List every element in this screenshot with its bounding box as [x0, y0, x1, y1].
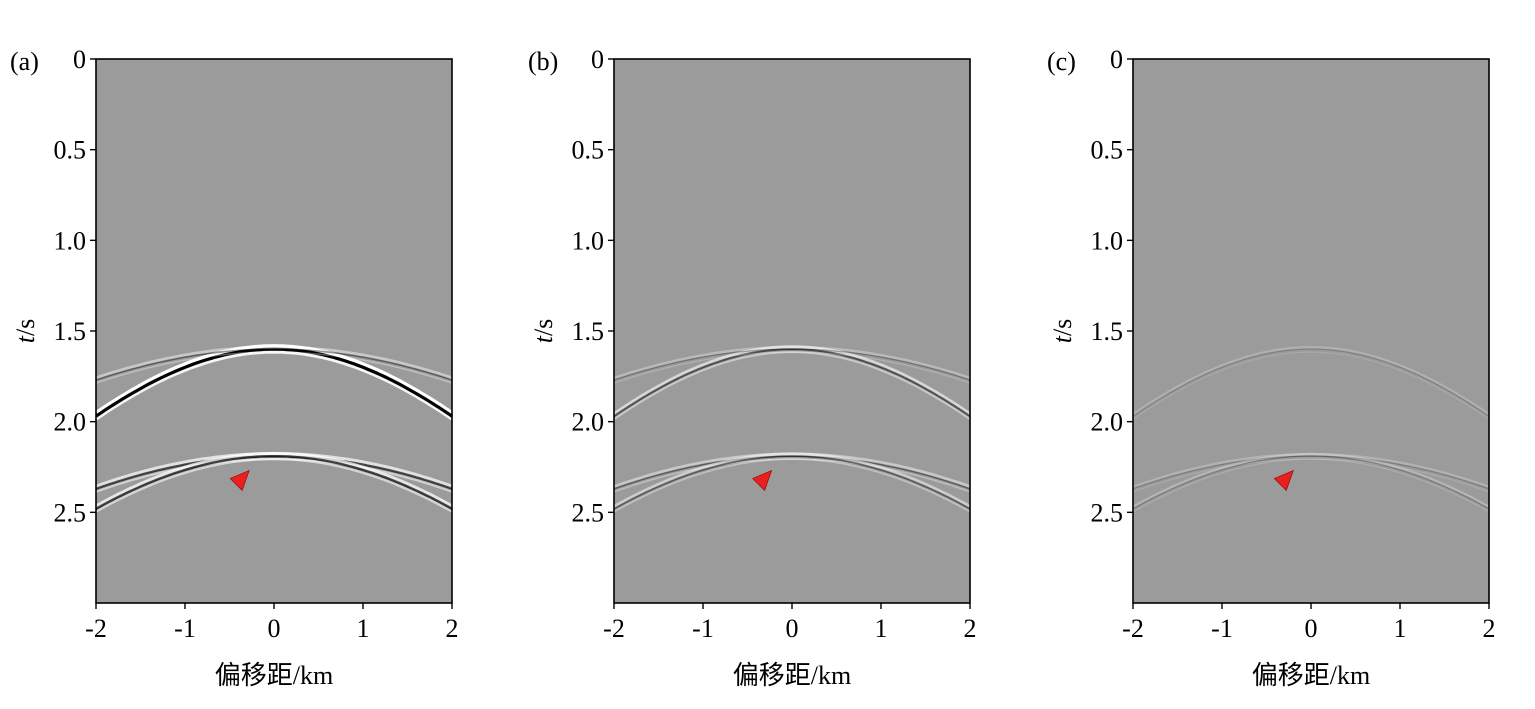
panel-1: -2 -1 0 1 2 0 0.5 1.0 1.5 2.0 2.5 (b) 偏移距/km t/s	[528, 45, 977, 690]
x-tick-label: 0	[268, 614, 281, 643]
plot-area	[1133, 345, 1489, 513]
y-tick-label: 0	[1110, 45, 1123, 74]
y-tick-label: 2.0	[1091, 408, 1124, 437]
plot-area	[96, 344, 452, 513]
x-tick-label: -2	[1122, 614, 1144, 643]
panel-0: -2 -1 0 1 2 0 0.5 1.0 1.5 2.0 2.5 (a) 偏移距/km t/s	[10, 45, 459, 690]
red-arrow-marker	[229, 469, 250, 492]
y-tick-label: 0	[591, 45, 604, 74]
x-axis-label: 偏移距/km	[215, 661, 333, 690]
x-tick-label: 1	[875, 614, 888, 643]
x-tick-label: 1	[1394, 614, 1407, 643]
y-tick-label: 1.5	[1091, 317, 1124, 346]
y-axis-label: t/s	[1048, 319, 1077, 344]
panel-2: -2 -1 0 1 2 0 0.5 1.0 1.5 2.0 2.5 (c) 偏移距/km t/s	[1047, 45, 1496, 690]
section-background	[1133, 59, 1489, 603]
y-tick-label: 0	[73, 45, 86, 74]
y-tick-label: 2.5	[1091, 498, 1124, 527]
reflection-event-0	[1133, 345, 1489, 420]
reflection-event-3	[96, 451, 452, 513]
x-tick-label: 2	[964, 614, 977, 643]
x-tick-label: -2	[85, 614, 107, 643]
x-tick-label: 2	[446, 614, 459, 643]
x-tick-label: -1	[174, 614, 196, 643]
x-tick-label: 0	[786, 614, 799, 643]
y-tick-label: 1.0	[572, 226, 605, 255]
y-tick-label: 0.5	[54, 136, 87, 165]
reflection-event-3	[614, 452, 970, 513]
x-tick-label: -1	[692, 614, 714, 643]
section-background	[96, 59, 452, 603]
panel-label: (a)	[10, 47, 39, 76]
y-axis-label: t/s	[529, 319, 558, 344]
y-axis-label-unit: /s	[529, 319, 558, 336]
reflection-event-0	[96, 344, 452, 421]
reflection-event-2	[1133, 452, 1489, 513]
x-tick-label: 0	[1305, 614, 1318, 643]
reflection-event-1	[96, 345, 452, 384]
red-arrow-marker	[1273, 469, 1294, 492]
y-tick-label: 1.0	[1091, 226, 1124, 255]
y-axis-label-variable: t	[1048, 335, 1077, 343]
x-axis-label: 偏移距/km	[733, 661, 851, 690]
y-axis-label-variable: t	[11, 335, 40, 343]
reflection-event-1	[1133, 452, 1489, 493]
plot-area	[614, 345, 970, 513]
y-tick-label: 1.0	[54, 226, 87, 255]
x-tick-label: -2	[603, 614, 625, 643]
panel-label: (b)	[528, 47, 558, 76]
y-tick-label: 2.0	[54, 408, 87, 437]
y-tick-label: 2.5	[572, 498, 605, 527]
y-tick-label: 1.5	[54, 317, 87, 346]
red-arrow-marker	[752, 469, 773, 492]
x-axis-label: 偏移距/km	[1252, 661, 1370, 690]
y-axis-label-unit: /s	[11, 319, 40, 336]
y-tick-label: 0.5	[572, 136, 605, 165]
x-tick-label: 1	[357, 614, 370, 643]
y-axis-label: t/s	[11, 319, 40, 344]
x-tick-label: 2	[1483, 614, 1496, 643]
y-tick-label: 2.0	[572, 408, 605, 437]
reflection-event-1	[614, 345, 970, 384]
y-tick-label: 1.5	[572, 317, 605, 346]
y-tick-label: 2.5	[54, 498, 87, 527]
reflection-event-0	[614, 345, 970, 420]
y-axis-label-variable: t	[529, 335, 558, 343]
section-background	[614, 59, 970, 603]
y-axis-label-unit: /s	[1048, 319, 1077, 336]
y-tick-label: 0.5	[1091, 136, 1124, 165]
panel-label: (c)	[1047, 47, 1076, 76]
x-tick-label: -1	[1211, 614, 1233, 643]
